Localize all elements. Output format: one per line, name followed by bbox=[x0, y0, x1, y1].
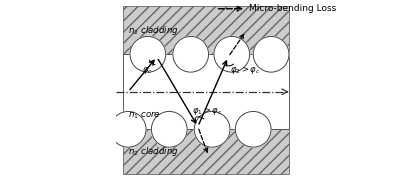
Circle shape bbox=[110, 111, 146, 147]
Text: $\varphi_1 > \varphi_c$: $\varphi_1 > \varphi_c$ bbox=[192, 105, 222, 117]
Text: $n_1$ core: $n_1$ core bbox=[128, 109, 161, 121]
Bar bbox=[123, 129, 288, 174]
Bar bbox=[123, 54, 288, 129]
Circle shape bbox=[194, 111, 229, 147]
Circle shape bbox=[173, 36, 208, 72]
Text: $n_2$ cladding: $n_2$ cladding bbox=[128, 145, 178, 158]
Circle shape bbox=[130, 36, 165, 72]
Text: $\varphi_2 > \varphi_c$: $\varphi_2 > \varphi_c$ bbox=[229, 64, 260, 76]
Circle shape bbox=[213, 36, 249, 72]
Text: $\varphi_c$: $\varphi_c$ bbox=[141, 65, 152, 76]
Circle shape bbox=[151, 111, 187, 147]
Circle shape bbox=[253, 36, 288, 72]
Bar bbox=[123, 6, 288, 54]
Text: Micro-bending Loss: Micro-bending Loss bbox=[248, 4, 335, 13]
Text: $n_2$ cladding: $n_2$ cladding bbox=[128, 24, 178, 37]
Circle shape bbox=[235, 111, 270, 147]
